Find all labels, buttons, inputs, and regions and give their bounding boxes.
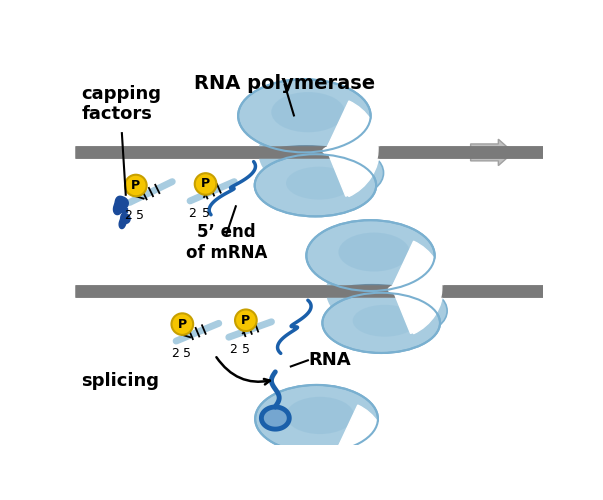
Polygon shape	[119, 213, 130, 228]
Polygon shape	[470, 139, 513, 166]
Ellipse shape	[306, 220, 435, 291]
Ellipse shape	[323, 293, 440, 353]
Ellipse shape	[339, 452, 390, 492]
Ellipse shape	[255, 385, 378, 452]
Text: 2: 2	[229, 344, 236, 356]
Polygon shape	[118, 208, 127, 212]
Ellipse shape	[286, 166, 352, 200]
Ellipse shape	[338, 284, 406, 296]
Ellipse shape	[338, 232, 409, 272]
Ellipse shape	[300, 466, 361, 496]
Text: P: P	[241, 314, 250, 327]
Ellipse shape	[271, 92, 345, 132]
Ellipse shape	[388, 284, 424, 296]
Text: 5’ end
of mRNA: 5’ end of mRNA	[186, 223, 267, 262]
Ellipse shape	[238, 79, 371, 152]
Wedge shape	[337, 405, 386, 494]
Circle shape	[195, 173, 216, 195]
Ellipse shape	[254, 154, 376, 216]
Text: 5: 5	[201, 207, 210, 220]
Ellipse shape	[328, 152, 384, 194]
Circle shape	[171, 314, 193, 335]
Text: capping
factors: capping factors	[81, 84, 162, 124]
Polygon shape	[113, 196, 128, 214]
Text: RNA polymerase: RNA polymerase	[194, 74, 375, 93]
Text: 2: 2	[189, 207, 197, 220]
Ellipse shape	[286, 446, 350, 457]
Ellipse shape	[271, 145, 341, 157]
Ellipse shape	[274, 417, 373, 488]
Circle shape	[125, 174, 147, 197]
Ellipse shape	[271, 454, 383, 500]
Text: 2: 2	[171, 347, 178, 360]
Circle shape	[235, 310, 257, 331]
Text: P: P	[131, 179, 140, 192]
Wedge shape	[337, 408, 385, 494]
Text: P: P	[178, 318, 187, 330]
Wedge shape	[392, 241, 443, 334]
Text: 5: 5	[183, 347, 191, 360]
Ellipse shape	[394, 290, 447, 332]
Ellipse shape	[286, 397, 354, 434]
Text: 5: 5	[242, 344, 250, 356]
Ellipse shape	[326, 254, 429, 328]
Polygon shape	[261, 407, 289, 429]
Ellipse shape	[258, 114, 365, 191]
Text: 5: 5	[136, 208, 145, 222]
Wedge shape	[326, 101, 379, 196]
Ellipse shape	[333, 446, 368, 457]
Ellipse shape	[353, 305, 417, 336]
Text: P: P	[201, 178, 210, 190]
Wedge shape	[392, 244, 442, 334]
Text: splicing: splicing	[81, 372, 160, 390]
Text: RNA: RNA	[308, 352, 350, 370]
Wedge shape	[326, 104, 378, 196]
Ellipse shape	[323, 145, 359, 157]
Text: 2: 2	[124, 208, 132, 222]
